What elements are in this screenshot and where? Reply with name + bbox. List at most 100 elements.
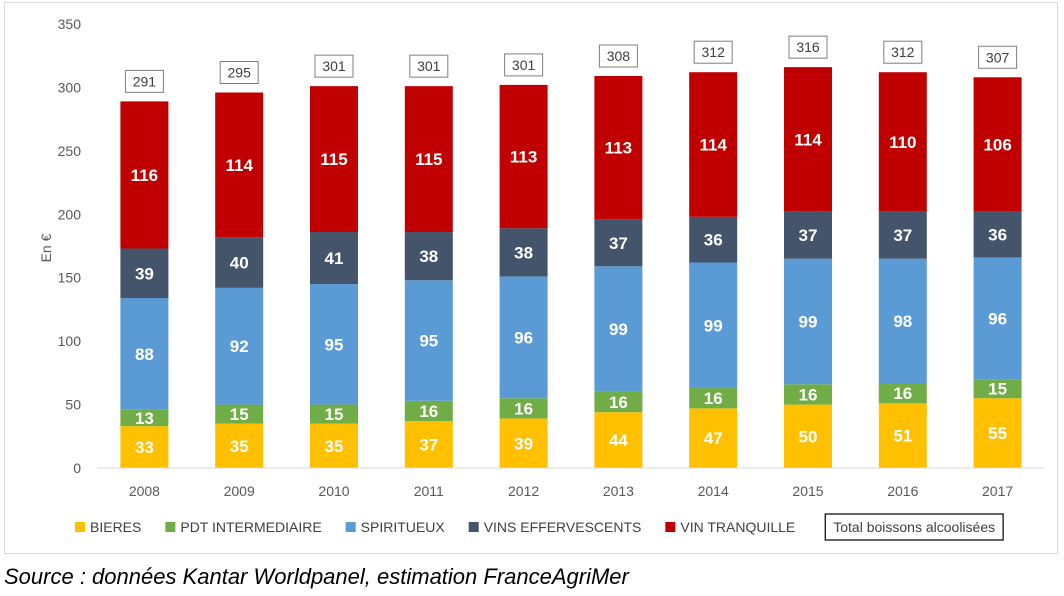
bar-segment-vin-tranquille bbox=[310, 86, 358, 233]
bar-segment-spiritueux bbox=[594, 266, 643, 392]
legend-label: PDT INTERMEDIAIRE bbox=[180, 519, 321, 535]
bar-segment-pdt-intermediaire bbox=[784, 384, 832, 405]
bar-value-label: 115 bbox=[415, 150, 442, 169]
bar-value-label: 36 bbox=[704, 231, 723, 250]
bar-value-label: 16 bbox=[609, 393, 628, 412]
legend-label-total: Total boissons alcoolisées bbox=[833, 519, 995, 535]
bar-value-label: 16 bbox=[704, 389, 723, 408]
bar-value-label: 15 bbox=[230, 405, 249, 424]
source-note: Source : données Kantar Worldpanel, esti… bbox=[4, 564, 629, 589]
bar-value-label: 16 bbox=[514, 399, 533, 418]
bar-value-label: 110 bbox=[889, 133, 916, 152]
bar-segment-vin-tranquille bbox=[784, 67, 832, 212]
x-tick-label: 2013 bbox=[603, 483, 634, 499]
total-box bbox=[788, 35, 828, 59]
legend-total-box bbox=[824, 513, 1004, 541]
bar-segment-spiritueux bbox=[404, 280, 453, 401]
total-value-label: 301 bbox=[417, 58, 441, 74]
bar-value-label: 15 bbox=[988, 380, 1007, 399]
bar-segment-pdt-intermediaire bbox=[499, 398, 548, 419]
bar-segment-pdt-intermediaire bbox=[594, 391, 643, 413]
totals-group: 291 295 301 301 301 308 312 316 312 307 bbox=[124, 35, 1018, 93]
bar-segment-vin-tranquille bbox=[689, 72, 738, 217]
bar-value-label: 95 bbox=[419, 332, 438, 351]
bar-value-label: 99 bbox=[609, 320, 628, 339]
legend-label: VINS EFFERVESCENTS bbox=[484, 519, 642, 535]
total-box bbox=[314, 54, 354, 78]
bar-segment-bieres bbox=[404, 421, 453, 468]
bar-value-label: 16 bbox=[799, 385, 818, 404]
x-tick-label: 2008 bbox=[129, 483, 160, 499]
legend: BIERES PDT INTERMEDIAIRE SPIRITUEUX VINS EF… bbox=[75, 513, 1004, 541]
bars-group bbox=[120, 67, 1022, 468]
total-box bbox=[124, 69, 164, 93]
bar-segment-vins-effervescents bbox=[594, 219, 643, 267]
bar-value-label: 114 bbox=[225, 156, 253, 175]
legend-swatch bbox=[345, 522, 356, 532]
bar-segment-vins-effervescents bbox=[404, 232, 453, 281]
bar-segment-vin-tranquille bbox=[594, 76, 643, 220]
legend-label: VIN TRANQUILLE bbox=[680, 519, 795, 535]
bar-segment-vin-tranquille bbox=[878, 72, 927, 212]
bar-segment-vin-tranquille bbox=[499, 84, 548, 229]
bar-value-label: 40 bbox=[230, 253, 249, 272]
x-tick-label: 2017 bbox=[982, 483, 1013, 499]
bar-value-label: 51 bbox=[893, 427, 912, 446]
bar-segment-vins-effervescents bbox=[499, 228, 548, 277]
bar-value-label: 37 bbox=[419, 436, 438, 455]
bar-segment-pdt-intermediaire bbox=[973, 379, 1022, 399]
bar-segment-vin-tranquille bbox=[973, 77, 1022, 212]
x-axis-ticks: 2008 2009 2010 2011 2012 2013 2014 2015 2016 2017 bbox=[129, 483, 1014, 499]
stacked-bar-chart: En € 0 50 100 150 200 250 300 350 33 13 88 39 116 35… bbox=[38, 16, 1045, 541]
bar-segment-spiritueux bbox=[973, 257, 1022, 380]
legend-swatch bbox=[665, 522, 676, 532]
bar-value-label: 15 bbox=[325, 405, 344, 424]
bar-segment-bieres bbox=[499, 418, 548, 468]
bar-segment-pdt-intermediaire bbox=[404, 400, 453, 422]
bar-segment-vins-effervescents bbox=[689, 216, 738, 263]
bar-value-label: 44 bbox=[609, 431, 628, 450]
bar-segment-spiritueux bbox=[784, 258, 832, 385]
bar-value-label: 95 bbox=[325, 335, 344, 354]
bar-value-label: 38 bbox=[419, 247, 438, 266]
x-tick-label: 2016 bbox=[887, 483, 918, 499]
bar-value-label: 35 bbox=[325, 437, 344, 456]
bar-value-label: 41 bbox=[325, 249, 344, 268]
bar-value-label: 96 bbox=[988, 309, 1007, 328]
bar-value-label: 37 bbox=[799, 226, 818, 245]
bar-value-label: 50 bbox=[799, 427, 818, 446]
total-box bbox=[978, 45, 1018, 69]
bar-value-label: 116 bbox=[131, 166, 158, 185]
total-box bbox=[219, 61, 259, 85]
bar-labels-group: 33 13 88 39 116 35 15 92 40 114 35 15 95 41 115 37 16 95 3… bbox=[131, 130, 1012, 457]
bar-segment-bieres bbox=[594, 412, 643, 468]
bar-segment-pdt-intermediaire bbox=[310, 404, 358, 424]
bar-value-label: 39 bbox=[135, 264, 154, 283]
bar-value-label: 106 bbox=[983, 136, 1011, 155]
bar-segment-spiritueux bbox=[310, 284, 358, 405]
y-tick-label: 200 bbox=[58, 206, 82, 222]
bar-segment-bieres bbox=[120, 426, 169, 468]
y-tick-label: 250 bbox=[58, 143, 82, 159]
total-box bbox=[504, 53, 544, 77]
x-tick-label: 2011 bbox=[414, 483, 444, 499]
bar-value-label: 33 bbox=[135, 438, 154, 457]
bar-segment-spiritueux bbox=[120, 298, 169, 410]
bar-segment-vin-tranquille bbox=[215, 92, 264, 238]
legend-label: SPIRITUEUX bbox=[361, 519, 446, 535]
bar-segment-spiritueux bbox=[689, 262, 738, 389]
bar-segment-vins-effervescents bbox=[120, 248, 169, 299]
bar-segment-spiritueux bbox=[499, 276, 548, 399]
legend-swatch bbox=[75, 522, 85, 532]
bar-value-label: 16 bbox=[419, 402, 438, 421]
y-tick-label: 150 bbox=[58, 270, 82, 286]
bar-segment-pdt-intermediaire bbox=[120, 409, 169, 427]
bar-segment-bieres bbox=[689, 408, 738, 468]
bar-value-label: 88 bbox=[135, 345, 154, 364]
x-tick-label: 2009 bbox=[224, 483, 255, 499]
total-box bbox=[598, 44, 638, 68]
bar-segment-vin-tranquille bbox=[404, 86, 453, 233]
bar-value-label: 35 bbox=[230, 437, 249, 456]
y-tick-label: 300 bbox=[58, 79, 82, 95]
total-box bbox=[409, 54, 449, 78]
